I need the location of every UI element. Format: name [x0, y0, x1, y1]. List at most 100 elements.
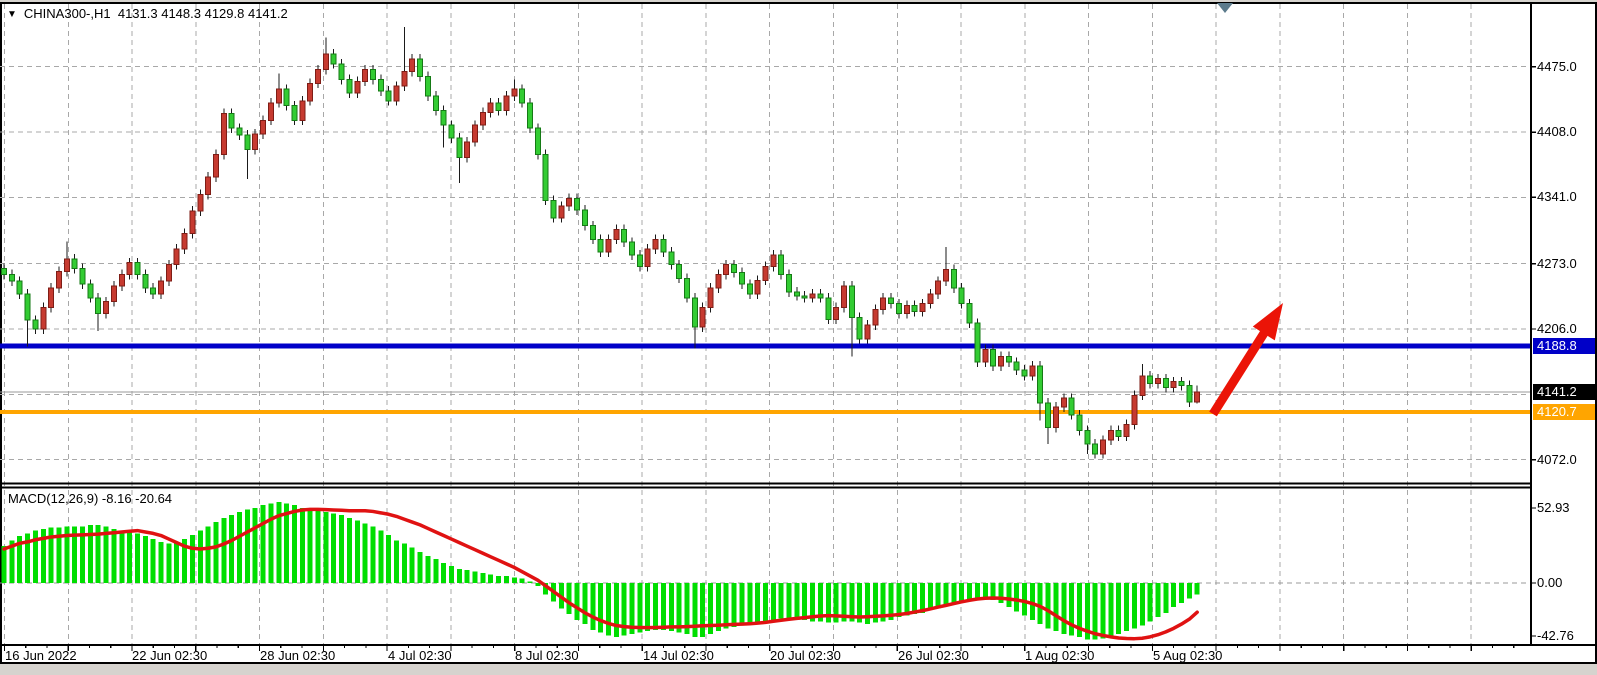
candle-body-up [511, 88, 518, 97]
macd-histogram-bar [425, 556, 431, 583]
candle-body-up [652, 238, 659, 250]
candle-body-up [566, 197, 573, 207]
candle-body-down [338, 63, 345, 80]
candle-body-down [731, 264, 738, 273]
candle-body-down [1013, 361, 1020, 371]
candle-body-up [472, 124, 478, 143]
candle-body-down [142, 273, 149, 289]
candle-body-up [770, 254, 777, 268]
macd-histogram-bar [111, 529, 117, 583]
macd-histogram-bar [1084, 583, 1090, 640]
macd-histogram-bar [629, 583, 635, 635]
time-tick-label: 4 Jul 02:30 [388, 648, 452, 663]
candle-body-up [118, 273, 125, 287]
candle-body-up [393, 85, 400, 102]
current-price-badge: 4141.2 [1533, 384, 1595, 401]
macd-histogram-bar [268, 503, 274, 583]
macd-histogram-bar [684, 583, 690, 635]
candle-body-up [558, 205, 565, 219]
macd-histogram-bar [87, 524, 93, 583]
candle-body-up [943, 269, 949, 282]
candle-body-down [79, 268, 86, 285]
macd-histogram-bar [307, 509, 313, 583]
candle-body-down [581, 209, 588, 227]
symbol-collapse-icon[interactable]: ▼ [7, 9, 17, 20]
level-badge-support: 4120.7 [1533, 404, 1595, 421]
candle-body-up [362, 69, 369, 82]
price-tick-label: 4072.0 [1537, 451, 1577, 467]
candle-body-down [24, 293, 31, 321]
macd-histogram-bar [354, 520, 360, 583]
macd-histogram-bar [786, 583, 792, 619]
candle-body-down [1045, 402, 1052, 428]
candle-body-down [1147, 375, 1154, 385]
candle-body-up [715, 273, 722, 289]
candle-body-down [150, 287, 157, 295]
macd-histogram-bar [802, 583, 808, 620]
candle-body-up [503, 95, 510, 112]
macd-histogram-bar [511, 577, 517, 583]
macd-histogram-bar [1014, 583, 1020, 612]
macd-histogram-bar [1155, 583, 1161, 618]
macd-histogram-bar [64, 526, 70, 583]
macd-histogram-bar [1194, 583, 1200, 595]
macd-histogram-bar [817, 583, 823, 622]
macd-histogram-bar [708, 583, 713, 635]
macd-histogram-bar [645, 583, 651, 632]
candle-body-down [778, 254, 785, 275]
macd-histogram-bar [700, 583, 706, 637]
macd-histogram-bar [1022, 583, 1027, 616]
candle-body-up [322, 53, 329, 71]
macd-histogram-bar [747, 583, 753, 625]
macd-histogram-bar [715, 583, 721, 632]
candle-body-down [385, 90, 392, 102]
macd-histogram-bar [574, 583, 580, 620]
macd-histogram-bar [252, 507, 258, 583]
macd-histogram-bar [1179, 583, 1184, 603]
macd-histogram-bar [72, 526, 78, 583]
candle-body-up [997, 355, 1004, 367]
price-tick-label: 4206.0 [1537, 321, 1577, 336]
candle-body-down [440, 110, 447, 126]
candle-body-down [1178, 381, 1185, 387]
chart-background[interactable] [2, 4, 1595, 663]
macd-histogram-bar [237, 512, 242, 583]
chart-title: ▼ CHINA300-,H1 4131.3 4148.3 4129.8 4141.… [7, 6, 288, 21]
candle-body-down [519, 88, 526, 104]
candle-body-up [275, 88, 282, 104]
macd-histogram-bar [739, 583, 745, 626]
candle-body-down [895, 303, 902, 314]
level-badge-resistance: 4188.8 [1533, 337, 1595, 354]
candle-body-up [205, 176, 212, 195]
candle-body-down [495, 102, 502, 112]
macd-histogram-bar [1131, 583, 1137, 629]
macd-histogram-bar [346, 517, 352, 583]
candle-body-down [738, 271, 745, 285]
trend-arrow-annotation[interactable] [1209, 303, 1283, 417]
candle-body-up [699, 307, 706, 328]
candle-body-down [848, 285, 855, 318]
macd-histogram-bar [951, 583, 957, 605]
time-tick-label: 5 Aug 02:30 [1153, 648, 1223, 663]
candle-body-down [291, 105, 298, 121]
macd-histogram-bar [417, 551, 423, 583]
candle-body-up [1060, 397, 1067, 408]
macd-histogram-bar [48, 527, 54, 583]
macd-histogram-bar [362, 523, 368, 583]
price-tick-label: 4273.0 [1537, 255, 1577, 271]
macd-histogram-bar [56, 527, 62, 583]
candle-body-up [605, 238, 612, 253]
candle-body-down [283, 88, 290, 107]
candle-body-up [1052, 406, 1059, 428]
macd-histogram-bar [1116, 583, 1122, 635]
chart-shift-marker-icon[interactable] [1217, 3, 1233, 13]
candle-body-down [16, 280, 23, 295]
macd-histogram-bar [323, 512, 329, 583]
candle-body-down [1092, 443, 1099, 455]
candle-body-down [668, 251, 675, 266]
candle-body-up [864, 324, 871, 340]
macd-histogram-bar [1163, 583, 1169, 613]
candle-body-up [165, 264, 172, 282]
macd-histogram-bar [1108, 583, 1114, 637]
